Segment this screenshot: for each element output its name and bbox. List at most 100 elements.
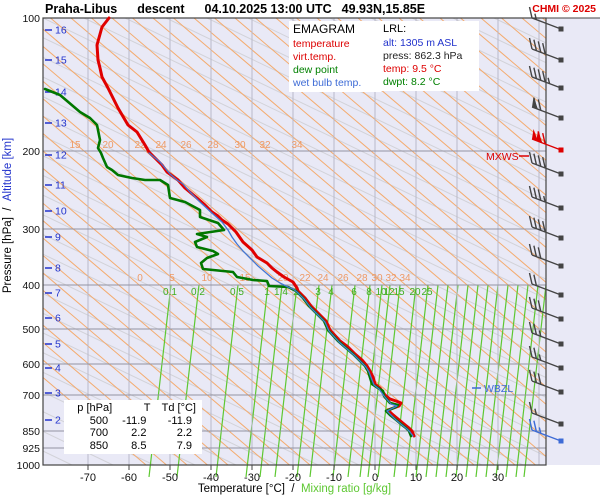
legend-item-virt-temp: virt.temp.	[293, 51, 337, 63]
mixing-ratio-label: 20	[409, 287, 421, 298]
mixing-ratio-line	[332, 284, 356, 477]
wind-barb	[528, 215, 564, 241]
isoline-gray	[43, 18, 546, 261]
dry-adiabat-label: 22	[299, 273, 311, 284]
dry-adiabat-label: 30	[371, 273, 383, 284]
wind-barb-half-tick	[543, 195, 546, 203]
wind-barb-half-tick	[538, 354, 542, 361]
mixing-ratio-line	[215, 284, 239, 477]
x-tick-label: -30	[244, 472, 260, 484]
wind-barb-tick	[537, 99, 542, 111]
altitude-tick-label: 7	[55, 288, 61, 300]
mixing-ratio-label: 0.1	[163, 287, 177, 298]
pressure-tick-label: 1000	[17, 460, 41, 472]
wind-barb-staff	[531, 48, 562, 61]
dry-adiabat-label: 20	[102, 140, 114, 151]
isoline-gray	[43, 76, 546, 320]
altitude-tick-label: 15	[55, 55, 67, 67]
wind-barb-staff	[531, 162, 562, 175]
wind-barb	[528, 296, 564, 322]
dry-adiabat-line	[43, 150, 413, 466]
mixing-ratio-label: 8	[366, 287, 372, 298]
wind-barb-half-tick	[534, 13, 538, 20]
dry-adiabat-line	[419, 18, 546, 127]
x-tick-label: 30	[492, 472, 504, 484]
dry-adiabat-line	[43, 376, 147, 466]
x-tick-label: -40	[203, 472, 219, 484]
isoline-gray	[83, 18, 546, 241]
dry-adiabat-label: 15	[69, 140, 81, 151]
pressure-tick-label: 200	[22, 146, 40, 158]
wind-barb-tick	[542, 70, 546, 83]
altitude-tick-label: 14	[55, 87, 67, 99]
legend: EMAGRAM temperature virt.temp. dew point…	[289, 21, 381, 92]
wind-barb-tick	[528, 151, 533, 164]
lrl-temp: temp: 9.5 °C	[383, 63, 442, 75]
dry-adiabat-line	[43, 220, 331, 466]
mixing-ratio-label: 1	[264, 287, 270, 298]
dry-adiabat-label: 32	[385, 273, 397, 284]
isoline-gray	[43, 352, 278, 466]
wind-barb-head	[558, 235, 564, 241]
mixing-ratio-line	[347, 284, 371, 477]
mixing-ratio-line	[475, 284, 499, 477]
isoline-gray	[43, 233, 524, 466]
wind-barb-tick	[528, 369, 533, 382]
mixing-ratio-label: 10	[375, 287, 387, 298]
y-axis-title: Pressure [hPa] / Altitude [km]	[2, 137, 14, 294]
wind-barb-head	[558, 389, 564, 395]
isoline-gray	[43, 174, 546, 418]
dry-adiabat-line	[296, 18, 546, 231]
wind-barb-tick	[542, 42, 546, 55]
wind-barb-head	[558, 147, 564, 153]
mixing-ratio-line	[515, 284, 539, 477]
dry-adiabat-line	[43, 307, 229, 466]
station-coords: 49.93N,15.85E	[341, 2, 426, 16]
mixing-ratio-line	[393, 284, 417, 477]
mixing-ratio-label: 25	[421, 287, 433, 298]
pressure-tick-label: 600	[22, 359, 40, 371]
altitude-tick-label: 16	[55, 25, 67, 37]
wind-barb-tick	[537, 69, 542, 81]
wind-barb-head	[558, 421, 564, 427]
isoline-gray	[247, 18, 546, 162]
sounding-datetime: 04.10.2025 13:00 UTC	[204, 2, 332, 16]
lrl-alt: alt: 1305 m ASL	[383, 37, 458, 49]
mixing-ratio-line	[435, 284, 459, 477]
isoline-gray	[43, 293, 401, 466]
lrl-dwpt: dwpt: 8.2 °C	[383, 76, 441, 88]
altitude-tick-label: 6	[55, 313, 61, 325]
wind-barb-head	[558, 365, 564, 371]
dry-adiabat-line	[43, 272, 270, 466]
isoline-gray	[43, 214, 546, 457]
wind-barb-head	[558, 171, 564, 177]
chart-title: Praha-Libus descent 04.10.2025 13:00 UTC 49…	[45, 2, 425, 16]
dry-adiabat-line	[337, 18, 546, 196]
dry-adiabat-label: 24	[155, 140, 167, 151]
pressure-tick-label: 700	[22, 390, 40, 402]
altitude-tick-label: 9	[55, 232, 61, 244]
y-axis-title-altitude: Altitude [km]	[2, 137, 14, 202]
dry-adiabat-line	[398, 18, 546, 144]
wind-barb	[528, 65, 564, 91]
wind-barb-tick	[528, 185, 533, 198]
wind-barb-tick	[537, 155, 542, 167]
isoline-gray	[43, 273, 442, 466]
isoline-gray	[206, 18, 546, 182]
wind-barb-tick	[528, 215, 533, 228]
dry-adiabat-line	[43, 254, 290, 466]
wind-barb-tick	[542, 132, 546, 145]
wind-barb-tick	[528, 6, 533, 19]
mixing-ratio-label: 12	[383, 287, 395, 298]
wind-barb	[531, 129, 564, 153]
wind-barb-head	[558, 115, 564, 121]
wind-barb-staff	[531, 226, 562, 239]
dry-adiabat-line	[439, 18, 546, 109]
wind-barb-tick	[537, 131, 542, 143]
dry-adiabat-label: 22	[134, 140, 146, 151]
wind-barb-tick	[528, 272, 533, 285]
mixing-ratio-label: 0.2	[191, 287, 205, 298]
wind-barb-staff	[531, 283, 562, 296]
wind-barb-head	[558, 57, 564, 63]
